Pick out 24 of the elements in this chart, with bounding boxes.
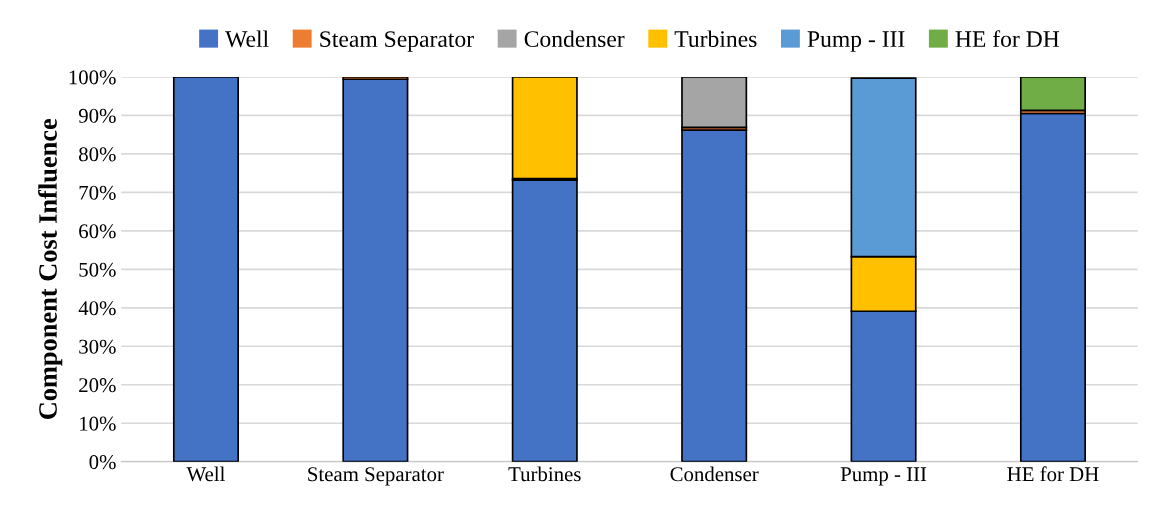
x-tick-label: Well (186, 466, 225, 482)
legend-label: Turbines (674, 30, 757, 48)
y-tick-label: 50% (79, 262, 116, 277)
y-tick-label: 90% (78, 108, 116, 123)
x-tick-label: Pump - III (840, 467, 927, 486)
y-tick-label: 100% (69, 70, 116, 85)
x-tick-label: Condenser (670, 466, 759, 482)
x-tick-label: HE for DH (1007, 466, 1099, 482)
x-tick-label: Turbines (508, 466, 581, 482)
y-tick-label: 20% (79, 378, 116, 393)
legend-label: HE for DH (955, 30, 1060, 48)
y-tick-label: 30% (79, 339, 116, 354)
y-tick-label: 0% (89, 455, 116, 470)
y-tick-label: 40% (78, 301, 116, 316)
y-tick-label: 60% (79, 224, 116, 239)
y-tick-label: 80% (79, 147, 116, 162)
x-tick-label: Steam Separator (308, 467, 444, 486)
legend-label: Well (225, 30, 269, 48)
y-tick-label: 10% (80, 416, 116, 431)
legend-label: Pump - III (807, 31, 905, 52)
y-tick-label: 70% (79, 185, 116, 200)
legend-label: Condenser (524, 30, 625, 48)
legend-label: Steam Separator (320, 31, 474, 52)
y-axis-title: Component Cost Influence (38, 119, 63, 420)
